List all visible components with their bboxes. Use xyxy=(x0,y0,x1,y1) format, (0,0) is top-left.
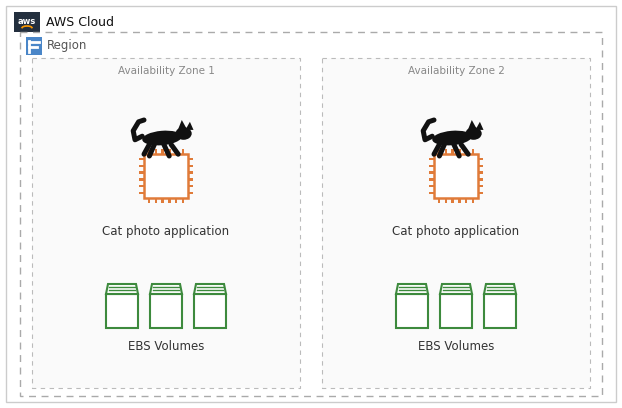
Bar xyxy=(429,158,434,160)
Bar xyxy=(458,198,461,203)
Polygon shape xyxy=(150,284,182,294)
Bar xyxy=(188,185,193,187)
Bar xyxy=(182,149,184,154)
Bar xyxy=(188,178,193,181)
Bar xyxy=(478,164,483,167)
Bar xyxy=(139,192,144,194)
Bar xyxy=(478,185,483,187)
Text: Cat photo application: Cat photo application xyxy=(392,226,519,239)
Bar xyxy=(445,198,447,203)
Bar xyxy=(465,149,468,154)
Bar xyxy=(154,198,157,203)
Bar xyxy=(438,149,440,154)
Text: Cat photo application: Cat photo application xyxy=(103,226,230,239)
Bar xyxy=(139,178,144,181)
Bar xyxy=(484,294,516,328)
Text: Availability Zone 1: Availability Zone 1 xyxy=(118,66,215,76)
Bar xyxy=(14,12,40,32)
Bar xyxy=(194,294,226,328)
Bar xyxy=(148,149,151,154)
Bar xyxy=(322,58,590,388)
Bar xyxy=(188,164,193,167)
Bar xyxy=(478,178,483,181)
Bar xyxy=(20,32,602,396)
Ellipse shape xyxy=(465,127,481,140)
Bar xyxy=(148,198,151,203)
Polygon shape xyxy=(468,120,476,129)
Bar xyxy=(429,192,434,194)
Bar xyxy=(32,58,300,388)
Bar xyxy=(139,171,144,174)
Bar xyxy=(471,198,474,203)
Bar xyxy=(26,37,42,55)
Bar xyxy=(188,192,193,194)
Text: EBS Volumes: EBS Volumes xyxy=(128,339,204,353)
Bar xyxy=(478,158,483,160)
Bar xyxy=(396,294,428,328)
Polygon shape xyxy=(178,120,187,129)
Bar xyxy=(452,198,454,203)
Bar xyxy=(434,154,478,198)
Text: Region: Region xyxy=(47,40,87,53)
Bar xyxy=(429,164,434,167)
Polygon shape xyxy=(185,122,193,130)
Bar xyxy=(106,294,138,328)
Ellipse shape xyxy=(432,131,471,145)
Bar xyxy=(429,171,434,174)
Bar xyxy=(188,171,193,174)
Polygon shape xyxy=(396,284,428,294)
Bar xyxy=(175,149,177,154)
Bar xyxy=(438,198,440,203)
Bar xyxy=(32,58,300,388)
Bar xyxy=(429,185,434,187)
Text: Availability Zone 2: Availability Zone 2 xyxy=(407,66,504,76)
Polygon shape xyxy=(106,284,138,294)
Bar xyxy=(188,158,193,160)
Bar xyxy=(154,149,157,154)
Polygon shape xyxy=(194,284,226,294)
Ellipse shape xyxy=(142,131,182,145)
Bar xyxy=(168,149,170,154)
Bar xyxy=(478,192,483,194)
Bar xyxy=(20,32,602,396)
Bar xyxy=(150,294,182,328)
Bar xyxy=(478,171,483,174)
Text: AWS Cloud: AWS Cloud xyxy=(46,16,114,29)
Bar xyxy=(139,164,144,167)
Bar xyxy=(458,149,461,154)
Bar xyxy=(440,294,472,328)
Bar xyxy=(452,149,454,154)
Bar xyxy=(429,178,434,181)
Bar xyxy=(161,149,164,154)
Bar xyxy=(322,58,590,388)
Text: EBS Volumes: EBS Volumes xyxy=(418,339,494,353)
Bar xyxy=(139,158,144,160)
Bar xyxy=(471,149,474,154)
Bar xyxy=(161,198,164,203)
Bar xyxy=(144,154,188,198)
Bar xyxy=(465,198,468,203)
Text: aws: aws xyxy=(18,16,36,25)
Bar xyxy=(182,198,184,203)
Ellipse shape xyxy=(175,127,192,140)
Polygon shape xyxy=(440,284,472,294)
Bar xyxy=(445,149,447,154)
Bar xyxy=(139,185,144,187)
Polygon shape xyxy=(475,122,483,130)
Polygon shape xyxy=(484,284,516,294)
Bar xyxy=(175,198,177,203)
Bar xyxy=(168,198,170,203)
